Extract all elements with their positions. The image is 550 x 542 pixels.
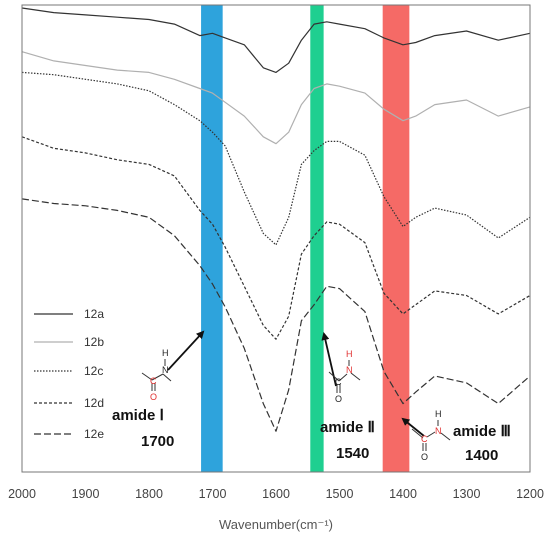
series-line-12e [21,198,531,432]
x-axis-ticks: 2000 1900 1800 1700 1600 1500 1400 1300 1200 [8,487,544,501]
series-line-12c [21,71,531,246]
amide-i-atom-n: N [162,365,169,375]
annotation-amide-ii: H N C O amide Ⅱ 1540 [320,332,375,462]
legend: 12a 12b 12c 12d 12e [34,307,104,441]
amide-i-structure [141,359,172,391]
highlight-band-2 [310,5,324,472]
amide-i-atom-o: O [150,392,157,402]
amide-ii-structure [328,360,361,393]
legend-label-12b: 12b [84,335,104,349]
x-tick-label-1200: 1200 [516,487,544,501]
amide-ii-atom-n: N [346,365,353,375]
amide-ii-atom-h: H [346,349,353,359]
amide-iii-label: amide Ⅲ [453,423,511,440]
annotation-amide-i: H N C O amide Ⅰ 1700 [112,330,205,450]
legend-label-12c: 12c [84,364,103,378]
amide-iii-atom-c: C [421,434,428,444]
series-line-12d [21,136,531,340]
series-line-12a [21,7,531,73]
series-line-12b [21,51,531,145]
amide-iii-value: 1400 [465,447,498,464]
x-axis-title: Wavenumber(cm⁻¹) [219,517,333,532]
amide-iii-structure [411,420,451,451]
amide-ii-atom-c: C [335,377,342,387]
x-tick-label-1800: 1800 [135,487,163,501]
x-tick-label-1400: 1400 [389,487,417,501]
x-tick-label-1300: 1300 [453,487,481,501]
amide-iii-atom-h: H [435,409,442,419]
plot-frame [21,4,531,473]
amide-i-atom-h: H [162,348,169,358]
amide-iii-atom-o: O [421,452,428,462]
amide-i-label: amide Ⅰ [112,407,164,424]
arrow-amide-ii [321,332,337,387]
amide-ii-value: 1540 [336,445,369,462]
amide-ii-atom-o: O [335,394,342,404]
annotation-amide-iii: H N C O amide Ⅲ 1400 [401,409,511,464]
x-tick-label-1500: 1500 [326,487,354,501]
legend-label-12d: 12d [84,396,104,410]
arrow-amide-i [167,330,205,371]
x-tick-label-1600: 1600 [262,487,290,501]
arrow-amide-iii [401,417,425,437]
x-tick-label-1700: 1700 [199,487,227,501]
legend-label-12a: 12a [84,307,104,321]
x-tick-label-2000: 2000 [8,487,36,501]
highlight-band-3 [382,5,410,472]
spectra-series [21,7,531,432]
highlight-bands [201,5,410,472]
amide-i-value: 1700 [141,433,174,450]
legend-label-12e: 12e [84,427,104,441]
amide-i-atom-c: C [150,376,157,386]
amide-iii-atom-n: N [435,426,442,436]
amide-ii-label: amide Ⅱ [320,419,375,436]
highlight-band-1 [201,5,223,472]
x-tick-label-1900: 1900 [72,487,100,501]
